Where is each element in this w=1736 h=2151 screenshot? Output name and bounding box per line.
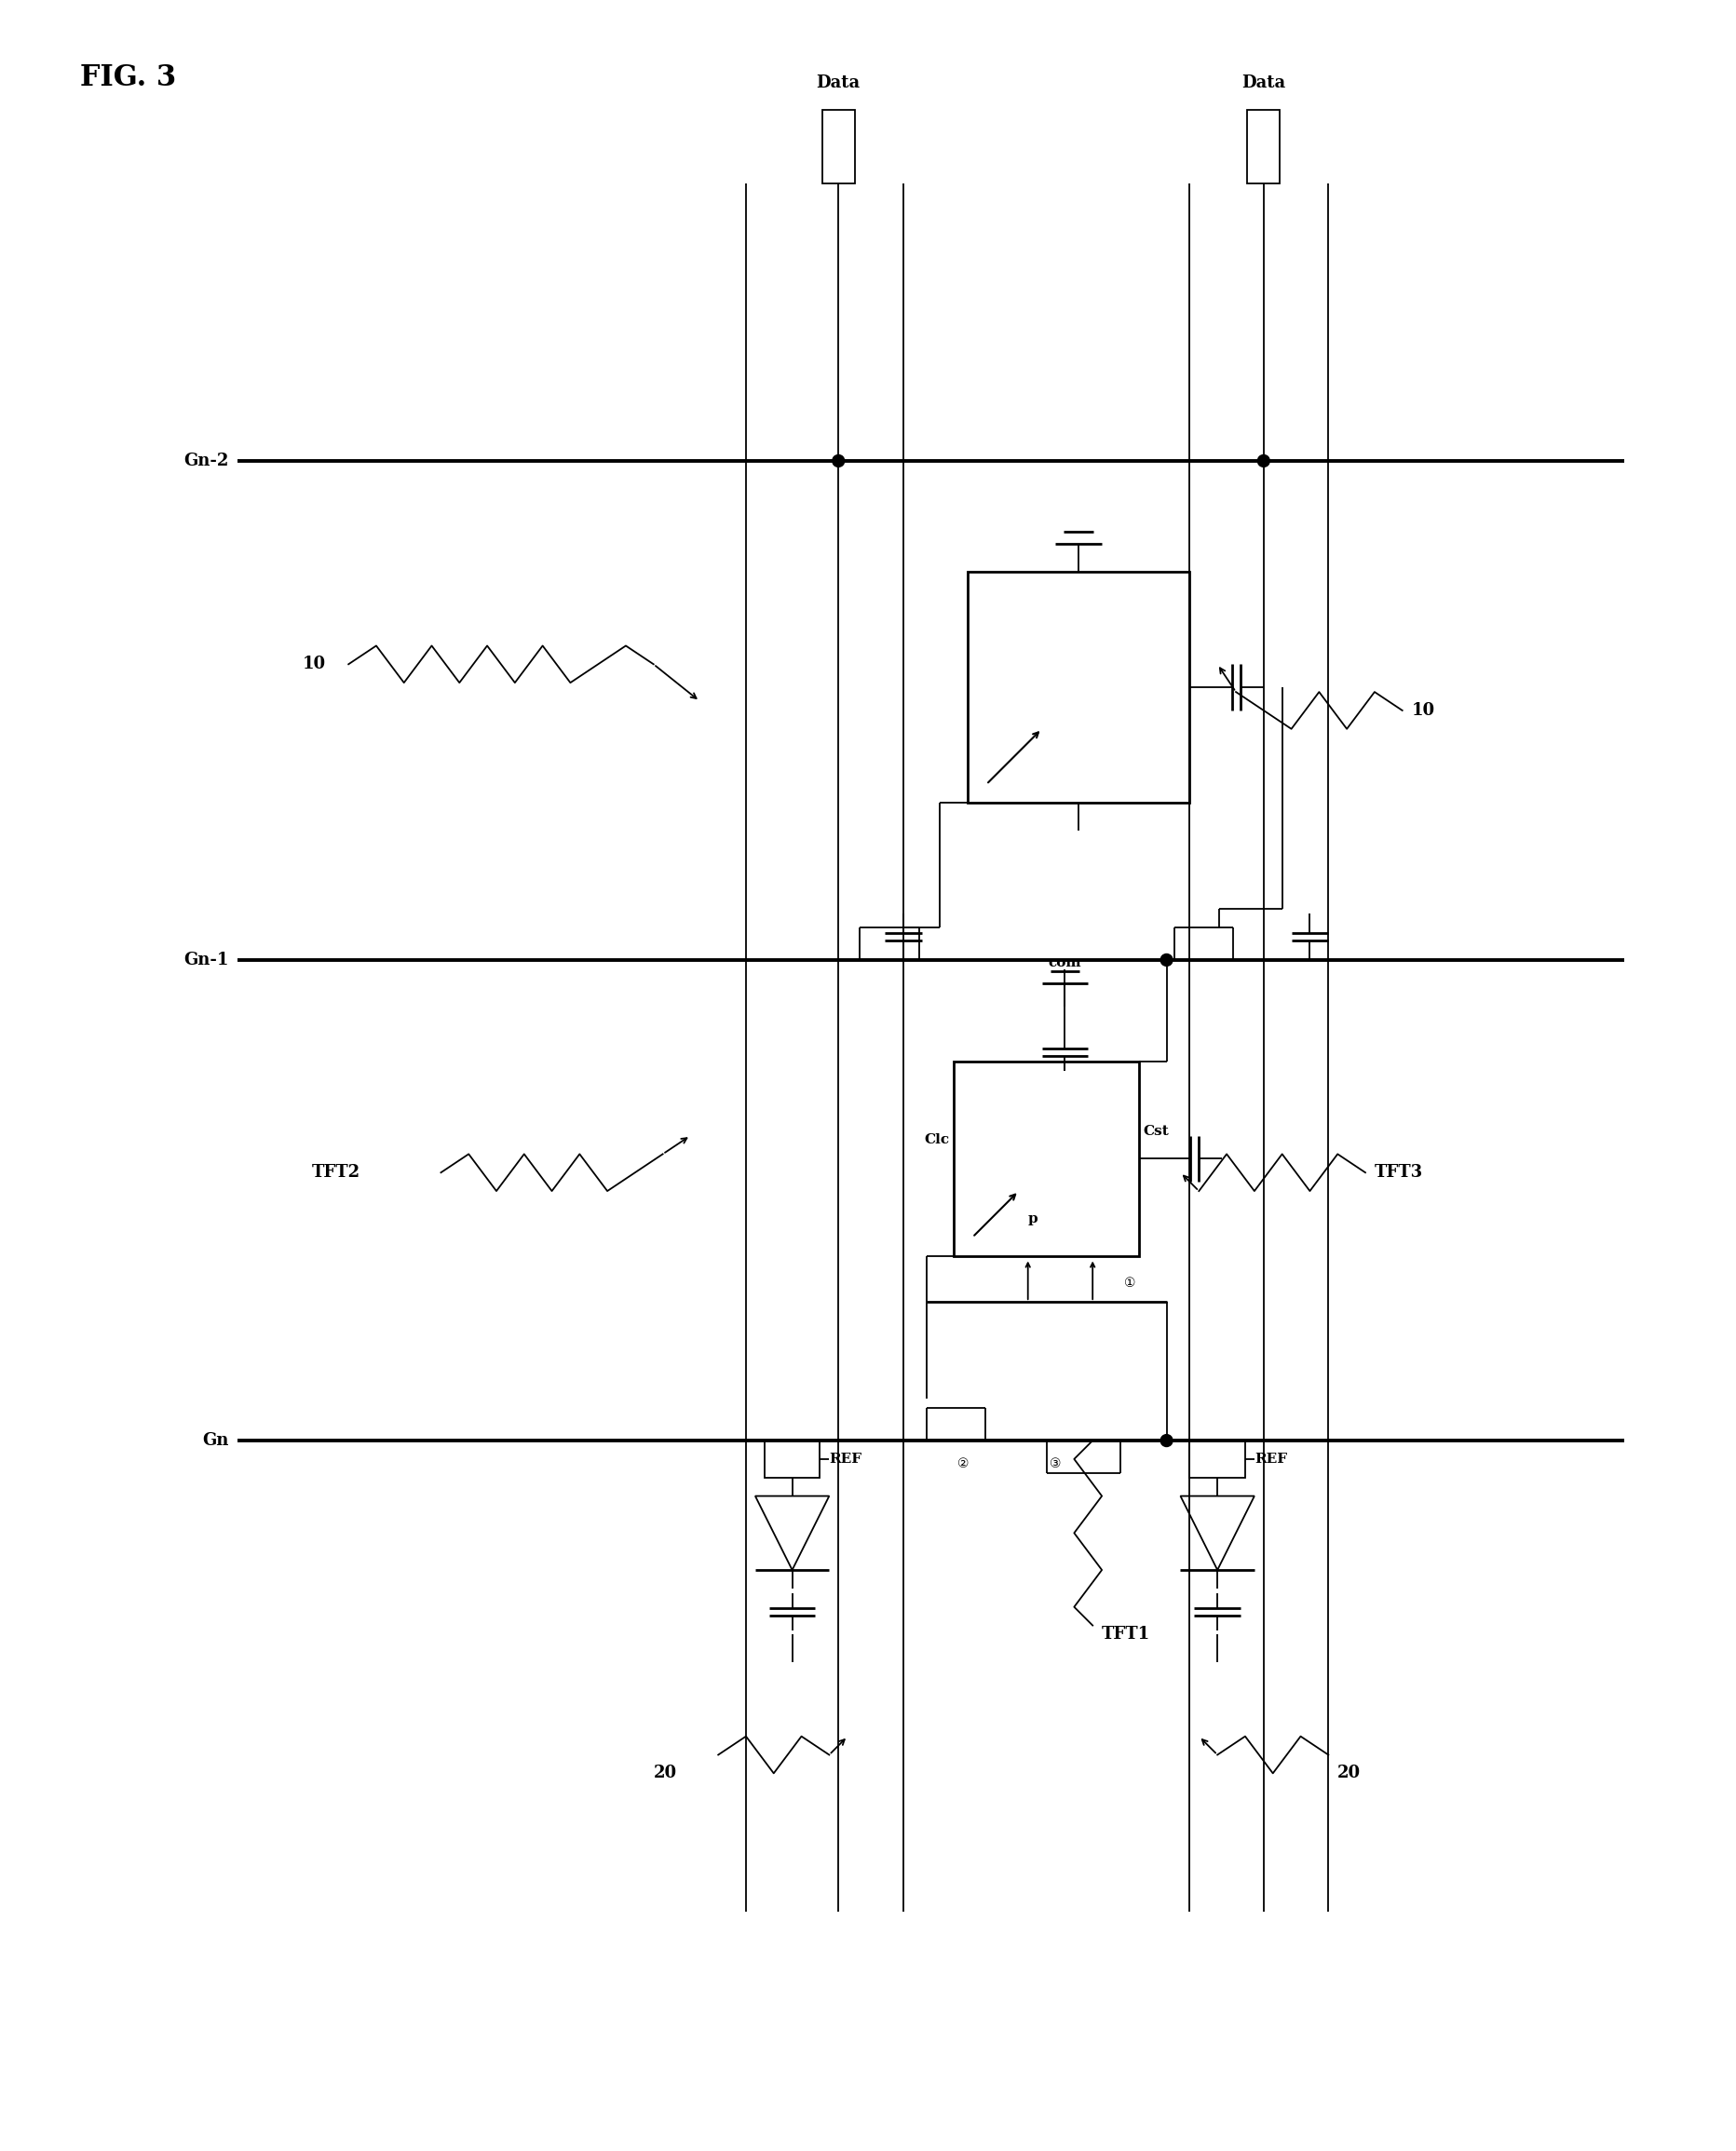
Text: ①: ① <box>1123 1278 1135 1291</box>
Text: TFT2: TFT2 <box>311 1164 359 1181</box>
Circle shape <box>1257 454 1269 467</box>
Circle shape <box>1161 1435 1172 1448</box>
Circle shape <box>832 454 844 467</box>
Text: 10: 10 <box>302 656 326 673</box>
Text: 20: 20 <box>1338 1766 1361 1781</box>
Text: ③: ③ <box>1050 1456 1061 1469</box>
Bar <box>1248 110 1279 183</box>
Text: ②: ② <box>957 1456 969 1469</box>
Text: Data: Data <box>1241 75 1286 90</box>
Text: FIG. 3: FIG. 3 <box>80 65 177 92</box>
Text: Data: Data <box>816 75 861 90</box>
Text: TFT1: TFT1 <box>1102 1626 1151 1643</box>
Text: Gn: Gn <box>201 1433 229 1450</box>
Bar <box>955 1063 1139 1256</box>
Bar <box>764 1441 819 1478</box>
Text: Gn-2: Gn-2 <box>184 452 229 469</box>
Text: 20: 20 <box>653 1766 677 1781</box>
Bar <box>1189 1441 1245 1478</box>
Text: p: p <box>1028 1213 1038 1226</box>
Text: Gn-1: Gn-1 <box>184 951 229 968</box>
Text: Cst: Cst <box>1144 1125 1170 1138</box>
Text: REF: REF <box>830 1452 861 1465</box>
Bar <box>823 110 854 183</box>
Text: 10: 10 <box>1411 701 1436 718</box>
Text: REF: REF <box>1255 1452 1286 1465</box>
Circle shape <box>1161 953 1172 966</box>
Bar <box>969 572 1189 802</box>
Text: Clc: Clc <box>924 1134 950 1146</box>
Text: com: com <box>1049 957 1082 970</box>
Text: TFT3: TFT3 <box>1375 1164 1424 1181</box>
